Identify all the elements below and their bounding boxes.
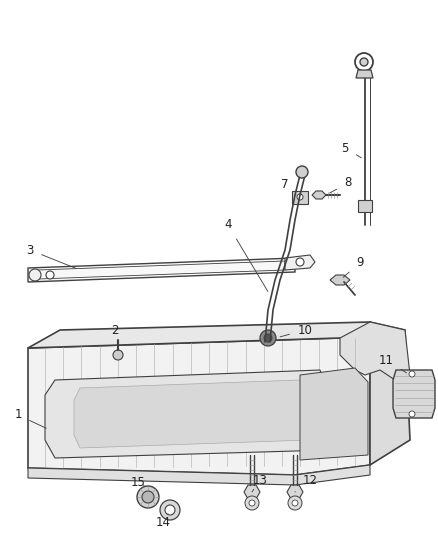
Polygon shape — [244, 485, 260, 499]
Circle shape — [160, 500, 180, 520]
Circle shape — [297, 194, 303, 200]
Circle shape — [137, 486, 159, 508]
Polygon shape — [285, 255, 315, 270]
Polygon shape — [312, 191, 326, 199]
Text: 15: 15 — [131, 477, 145, 489]
Circle shape — [46, 271, 54, 279]
Polygon shape — [356, 70, 373, 78]
Text: 10: 10 — [280, 324, 312, 337]
Polygon shape — [300, 368, 368, 460]
Polygon shape — [330, 275, 350, 285]
Text: 13: 13 — [252, 473, 268, 492]
Text: 14: 14 — [155, 514, 170, 529]
Polygon shape — [28, 258, 295, 282]
Circle shape — [260, 330, 276, 346]
Circle shape — [29, 269, 41, 281]
Polygon shape — [358, 200, 372, 212]
Polygon shape — [370, 322, 410, 465]
Circle shape — [360, 58, 368, 66]
Circle shape — [249, 500, 255, 506]
Circle shape — [288, 496, 302, 510]
Polygon shape — [45, 370, 330, 458]
Polygon shape — [287, 485, 303, 499]
Text: 4: 4 — [224, 219, 268, 292]
Circle shape — [409, 411, 415, 417]
Text: 5: 5 — [341, 141, 361, 158]
Circle shape — [113, 350, 123, 360]
Text: 2: 2 — [111, 324, 119, 346]
Circle shape — [296, 258, 304, 266]
Circle shape — [142, 491, 154, 503]
Text: 8: 8 — [330, 176, 352, 193]
Circle shape — [245, 496, 259, 510]
Text: 1: 1 — [14, 408, 46, 428]
Polygon shape — [28, 338, 370, 475]
Text: 12: 12 — [295, 473, 318, 492]
Ellipse shape — [307, 385, 363, 445]
Polygon shape — [393, 370, 435, 418]
Text: 3: 3 — [26, 244, 76, 269]
Circle shape — [296, 166, 308, 178]
Circle shape — [264, 334, 272, 342]
Polygon shape — [28, 322, 370, 348]
Polygon shape — [28, 465, 370, 485]
Circle shape — [409, 371, 415, 377]
Circle shape — [165, 505, 175, 515]
Text: 11: 11 — [378, 353, 406, 373]
Text: 9: 9 — [343, 256, 364, 277]
Text: 7: 7 — [281, 179, 296, 195]
Polygon shape — [74, 380, 308, 448]
Polygon shape — [292, 191, 308, 204]
Ellipse shape — [318, 396, 353, 434]
Polygon shape — [340, 322, 410, 380]
Circle shape — [292, 500, 298, 506]
